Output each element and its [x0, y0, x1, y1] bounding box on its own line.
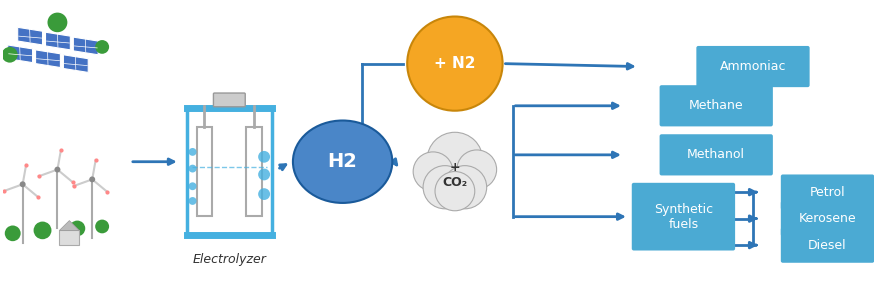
- Text: + N2: + N2: [434, 56, 475, 71]
- FancyBboxPatch shape: [781, 201, 874, 236]
- Circle shape: [258, 168, 270, 180]
- Circle shape: [47, 13, 68, 32]
- Circle shape: [407, 16, 503, 111]
- Ellipse shape: [293, 121, 392, 203]
- Circle shape: [189, 148, 196, 156]
- Circle shape: [435, 171, 474, 211]
- FancyBboxPatch shape: [196, 127, 212, 216]
- Circle shape: [96, 220, 109, 233]
- Circle shape: [19, 181, 25, 187]
- Circle shape: [2, 47, 18, 63]
- Circle shape: [189, 182, 196, 190]
- Text: Methane: Methane: [689, 99, 744, 112]
- Circle shape: [189, 165, 196, 173]
- Text: Synthetic
fuels: Synthetic fuels: [654, 203, 713, 231]
- Circle shape: [258, 188, 270, 200]
- FancyBboxPatch shape: [246, 127, 262, 216]
- Circle shape: [4, 225, 21, 241]
- Text: Ammoniac: Ammoniac: [720, 60, 787, 73]
- Circle shape: [96, 40, 109, 54]
- Circle shape: [427, 132, 482, 187]
- Circle shape: [54, 167, 61, 173]
- Polygon shape: [60, 220, 79, 230]
- FancyBboxPatch shape: [781, 228, 874, 263]
- Circle shape: [33, 222, 52, 239]
- Polygon shape: [18, 27, 42, 45]
- Polygon shape: [63, 55, 89, 72]
- Text: +
CO₂: + CO₂: [442, 161, 467, 189]
- Text: Kerosene: Kerosene: [799, 212, 856, 225]
- Polygon shape: [36, 50, 61, 68]
- Circle shape: [443, 166, 487, 209]
- Circle shape: [258, 151, 270, 163]
- Circle shape: [69, 220, 85, 236]
- Text: Electrolyzer: Electrolyzer: [192, 253, 267, 266]
- Circle shape: [423, 166, 467, 209]
- FancyBboxPatch shape: [60, 230, 79, 245]
- FancyBboxPatch shape: [187, 108, 272, 235]
- Polygon shape: [46, 32, 70, 50]
- FancyBboxPatch shape: [781, 174, 874, 210]
- Text: Petrol: Petrol: [809, 186, 845, 199]
- Text: H2: H2: [328, 152, 358, 171]
- FancyBboxPatch shape: [213, 93, 246, 107]
- Polygon shape: [8, 45, 32, 63]
- Circle shape: [457, 150, 496, 189]
- FancyBboxPatch shape: [660, 134, 773, 176]
- Circle shape: [89, 176, 96, 182]
- FancyBboxPatch shape: [696, 46, 809, 87]
- FancyBboxPatch shape: [660, 85, 773, 126]
- Polygon shape: [74, 37, 98, 55]
- FancyBboxPatch shape: [631, 183, 735, 250]
- Circle shape: [413, 152, 453, 191]
- Text: Methanol: Methanol: [688, 148, 745, 161]
- Circle shape: [189, 197, 196, 205]
- Text: Diesel: Diesel: [809, 239, 847, 252]
